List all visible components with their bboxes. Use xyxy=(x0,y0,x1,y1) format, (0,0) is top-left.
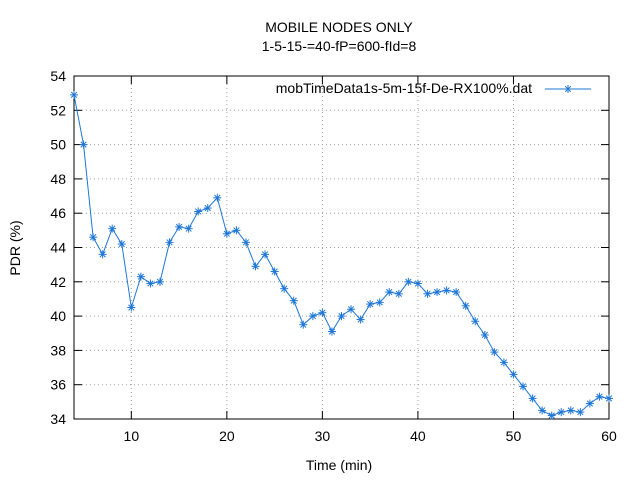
x-tick-label: 10 xyxy=(124,428,140,444)
data-point xyxy=(270,267,279,276)
data-point xyxy=(461,301,470,310)
data-point xyxy=(184,224,193,233)
y-tick-label: 36 xyxy=(50,377,66,393)
data-point xyxy=(280,284,289,293)
y-tick-label: 42 xyxy=(50,274,66,290)
y-tick-label: 46 xyxy=(50,205,66,221)
series-line xyxy=(73,94,610,417)
data-point xyxy=(117,240,126,249)
data-point xyxy=(547,411,556,420)
data-point xyxy=(366,300,375,309)
data-point xyxy=(509,370,518,379)
x-axis-label: Time (min) xyxy=(306,457,372,473)
data-point xyxy=(241,238,250,247)
x-tick-label: 50 xyxy=(506,428,522,444)
data-point xyxy=(327,327,336,336)
data-point xyxy=(251,262,260,271)
data-point xyxy=(471,317,480,326)
data-point xyxy=(605,394,613,403)
legend: mobTimeData1s-5m-15f-De-RX100%.dat xyxy=(276,80,591,96)
legend-marker-symbol xyxy=(564,85,572,93)
data-point xyxy=(576,408,585,417)
data-point xyxy=(375,298,384,307)
grid-lines xyxy=(74,76,609,419)
data-point xyxy=(98,250,107,259)
data-point xyxy=(175,222,184,231)
data-point xyxy=(585,399,594,408)
y-tick-label: 40 xyxy=(50,308,66,324)
y-tick-label: 44 xyxy=(50,240,66,256)
data-point xyxy=(413,279,422,288)
data-point xyxy=(499,358,508,367)
data-point xyxy=(213,193,222,202)
y-tick-label: 50 xyxy=(50,137,66,153)
data-point xyxy=(528,394,537,403)
data-point xyxy=(480,330,489,339)
series-markers xyxy=(70,90,613,420)
data-point xyxy=(89,233,98,242)
legend-marker xyxy=(564,85,572,93)
y-tick-label: 52 xyxy=(50,102,66,118)
data-point xyxy=(108,224,117,233)
data-point xyxy=(289,296,298,305)
data-point xyxy=(165,238,174,247)
data-point xyxy=(337,312,346,321)
data-point xyxy=(222,229,231,238)
y-tick-label: 34 xyxy=(50,411,66,427)
data-point xyxy=(385,288,394,297)
data-point xyxy=(394,289,403,298)
data-point xyxy=(404,277,413,286)
data-point xyxy=(356,315,365,324)
data-point xyxy=(566,406,575,415)
data-point xyxy=(194,207,203,216)
data-point xyxy=(538,406,547,415)
data-point xyxy=(490,348,499,357)
x-tick-label: 20 xyxy=(219,428,235,444)
data-point xyxy=(318,308,327,317)
data-point xyxy=(146,279,155,288)
y-axis-label: PDR (%) xyxy=(7,220,23,275)
data-point xyxy=(452,288,461,297)
legend-entry-label: mobTimeData1s-5m-15f-De-RX100%.dat xyxy=(276,80,532,96)
x-tick-label: 30 xyxy=(315,428,331,444)
data-point xyxy=(155,277,164,286)
chart-subtitle: 1-5-15-=40-fP=600-fId=8 xyxy=(262,38,417,54)
data-point xyxy=(136,272,145,281)
data-point xyxy=(261,250,270,259)
y-tick-label: 48 xyxy=(50,171,66,187)
data-point xyxy=(519,382,528,391)
y-tick-label: 54 xyxy=(50,68,66,84)
data-point xyxy=(232,226,241,235)
data-point xyxy=(127,303,136,312)
data-point xyxy=(347,305,356,314)
x-tick-label: 60 xyxy=(601,428,617,444)
data-point xyxy=(433,288,442,297)
x-tick-label: 40 xyxy=(410,428,426,444)
data-point xyxy=(557,408,566,417)
data-point xyxy=(442,286,451,295)
plot-frame xyxy=(73,75,610,420)
data-point xyxy=(79,140,88,149)
data-point xyxy=(203,204,212,213)
chart-title: MOBILE NODES ONLY xyxy=(265,19,413,35)
data-point xyxy=(423,289,432,298)
y-tick-label: 38 xyxy=(50,342,66,358)
data-point xyxy=(299,320,308,329)
axis-ticks: 34 36 38 40 42 44 46 48 50 52 54 10 20 30 40 50 60 xyxy=(50,68,617,444)
data-point xyxy=(70,90,78,99)
data-point xyxy=(308,312,317,321)
data-point xyxy=(595,392,604,401)
